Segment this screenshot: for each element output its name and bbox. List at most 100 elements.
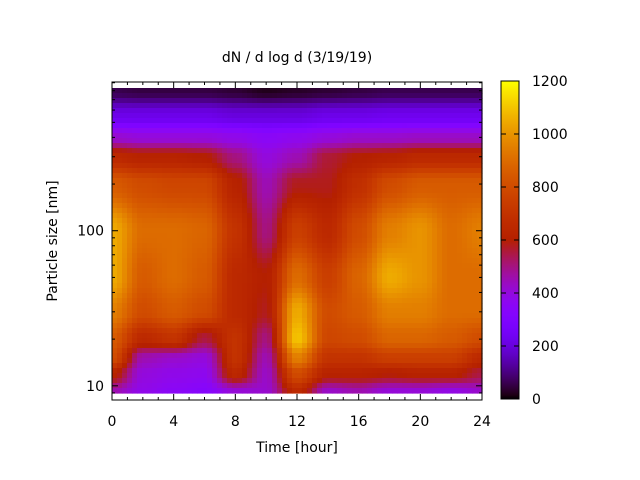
heatmap-cell [337,213,343,219]
heatmap-cell [212,158,218,164]
heatmap-cell [122,373,128,379]
heatmap-cell [222,93,228,99]
heatmap-cell [127,298,133,304]
heatmap-cell [292,278,298,284]
heatmap-cell [372,183,378,189]
heatmap-cell [367,203,373,209]
heatmap-cell [277,373,283,379]
heatmap-cell [357,208,363,214]
heatmap-cell [177,283,183,289]
heatmap-cell [467,328,473,334]
heatmap-cell [187,113,193,119]
heatmap-cell [282,268,288,274]
heatmap-cell [452,223,458,229]
heatmap-cell [392,178,398,184]
heatmap-cell [202,338,208,344]
heatmap-cell [197,133,203,139]
heatmap-cell [457,253,463,259]
heatmap-cell [212,118,218,124]
heatmap-cell [452,338,458,344]
heatmap-cell [282,133,288,139]
heatmap-cell [162,98,168,104]
heatmap-cell [237,283,243,289]
heatmap-cell [147,303,153,309]
heatmap-cell [187,268,193,274]
heatmap-cell [157,243,163,249]
heatmap-cell [157,263,163,269]
heatmap-cell [227,328,233,334]
heatmap-cell [397,198,403,204]
heatmap-cell [317,113,323,119]
heatmap-cell [297,318,303,324]
heatmap-cell [197,263,203,269]
heatmap-cell [452,163,458,169]
heatmap-cell [127,238,133,244]
heatmap-cell [217,268,223,274]
heatmap-cell [427,388,433,394]
heatmap-cell [332,348,338,354]
heatmap-cell [127,268,133,274]
heatmap-cell [162,233,168,239]
heatmap-cell [227,293,233,299]
heatmap-cell [432,263,438,269]
heatmap-cell [182,258,188,264]
heatmap-cell [437,243,443,249]
heatmap-cell [372,283,378,289]
heatmap-cell [167,103,173,109]
heatmap-cell [362,238,368,244]
heatmap-cell [162,363,168,369]
heatmap-cell [122,193,128,199]
heatmap-cell [347,253,353,259]
heatmap-cell [302,388,308,394]
heatmap-cell [262,358,268,364]
heatmap-cell [432,388,438,394]
heatmap-cell [212,213,218,219]
heatmap-cell [297,153,303,159]
heatmap-cell [427,218,433,224]
heatmap-cell [407,208,413,214]
heatmap-cell [382,363,388,369]
heatmap-cell [292,218,298,224]
heatmap-cell [162,203,168,209]
heatmap-cell [137,363,143,369]
heatmap-cell [397,173,403,179]
heatmap-cell [197,383,203,389]
heatmap-cell [337,383,343,389]
heatmap-cell [457,283,463,289]
heatmap-cell [267,208,273,214]
heatmap-cell [132,108,138,114]
heatmap-cell [172,213,178,219]
heatmap-cell [447,308,453,314]
heatmap-cell [162,133,168,139]
heatmap-cell [377,138,383,144]
heatmap-cell [242,198,248,204]
heatmap-cell [462,198,468,204]
heatmap-cell [272,88,278,94]
heatmap-cell [352,203,358,209]
heatmap-cell [477,223,483,229]
heatmap-cell [427,363,433,369]
heatmap-cell [367,323,373,329]
heatmap-cell [207,118,213,124]
heatmap-cell [462,383,468,389]
heatmap-cell [337,118,343,124]
heatmap-cell [437,113,443,119]
heatmap-cell [157,273,163,279]
heatmap-cell [272,388,278,394]
heatmap-cell [232,313,238,319]
heatmap-cell [237,143,243,149]
heatmap-cell [237,223,243,229]
heatmap-cell [452,218,458,224]
heatmap-cell [217,258,223,264]
heatmap-cell [322,278,328,284]
heatmap-cell [237,128,243,134]
heatmap-cell [187,128,193,134]
heatmap-cell [177,108,183,114]
heatmap-cell [417,108,423,114]
heatmap-cell [207,93,213,99]
heatmap-cell [477,103,483,109]
heatmap-cell [247,238,253,244]
heatmap-cell [362,348,368,354]
heatmap-cell [457,118,463,124]
